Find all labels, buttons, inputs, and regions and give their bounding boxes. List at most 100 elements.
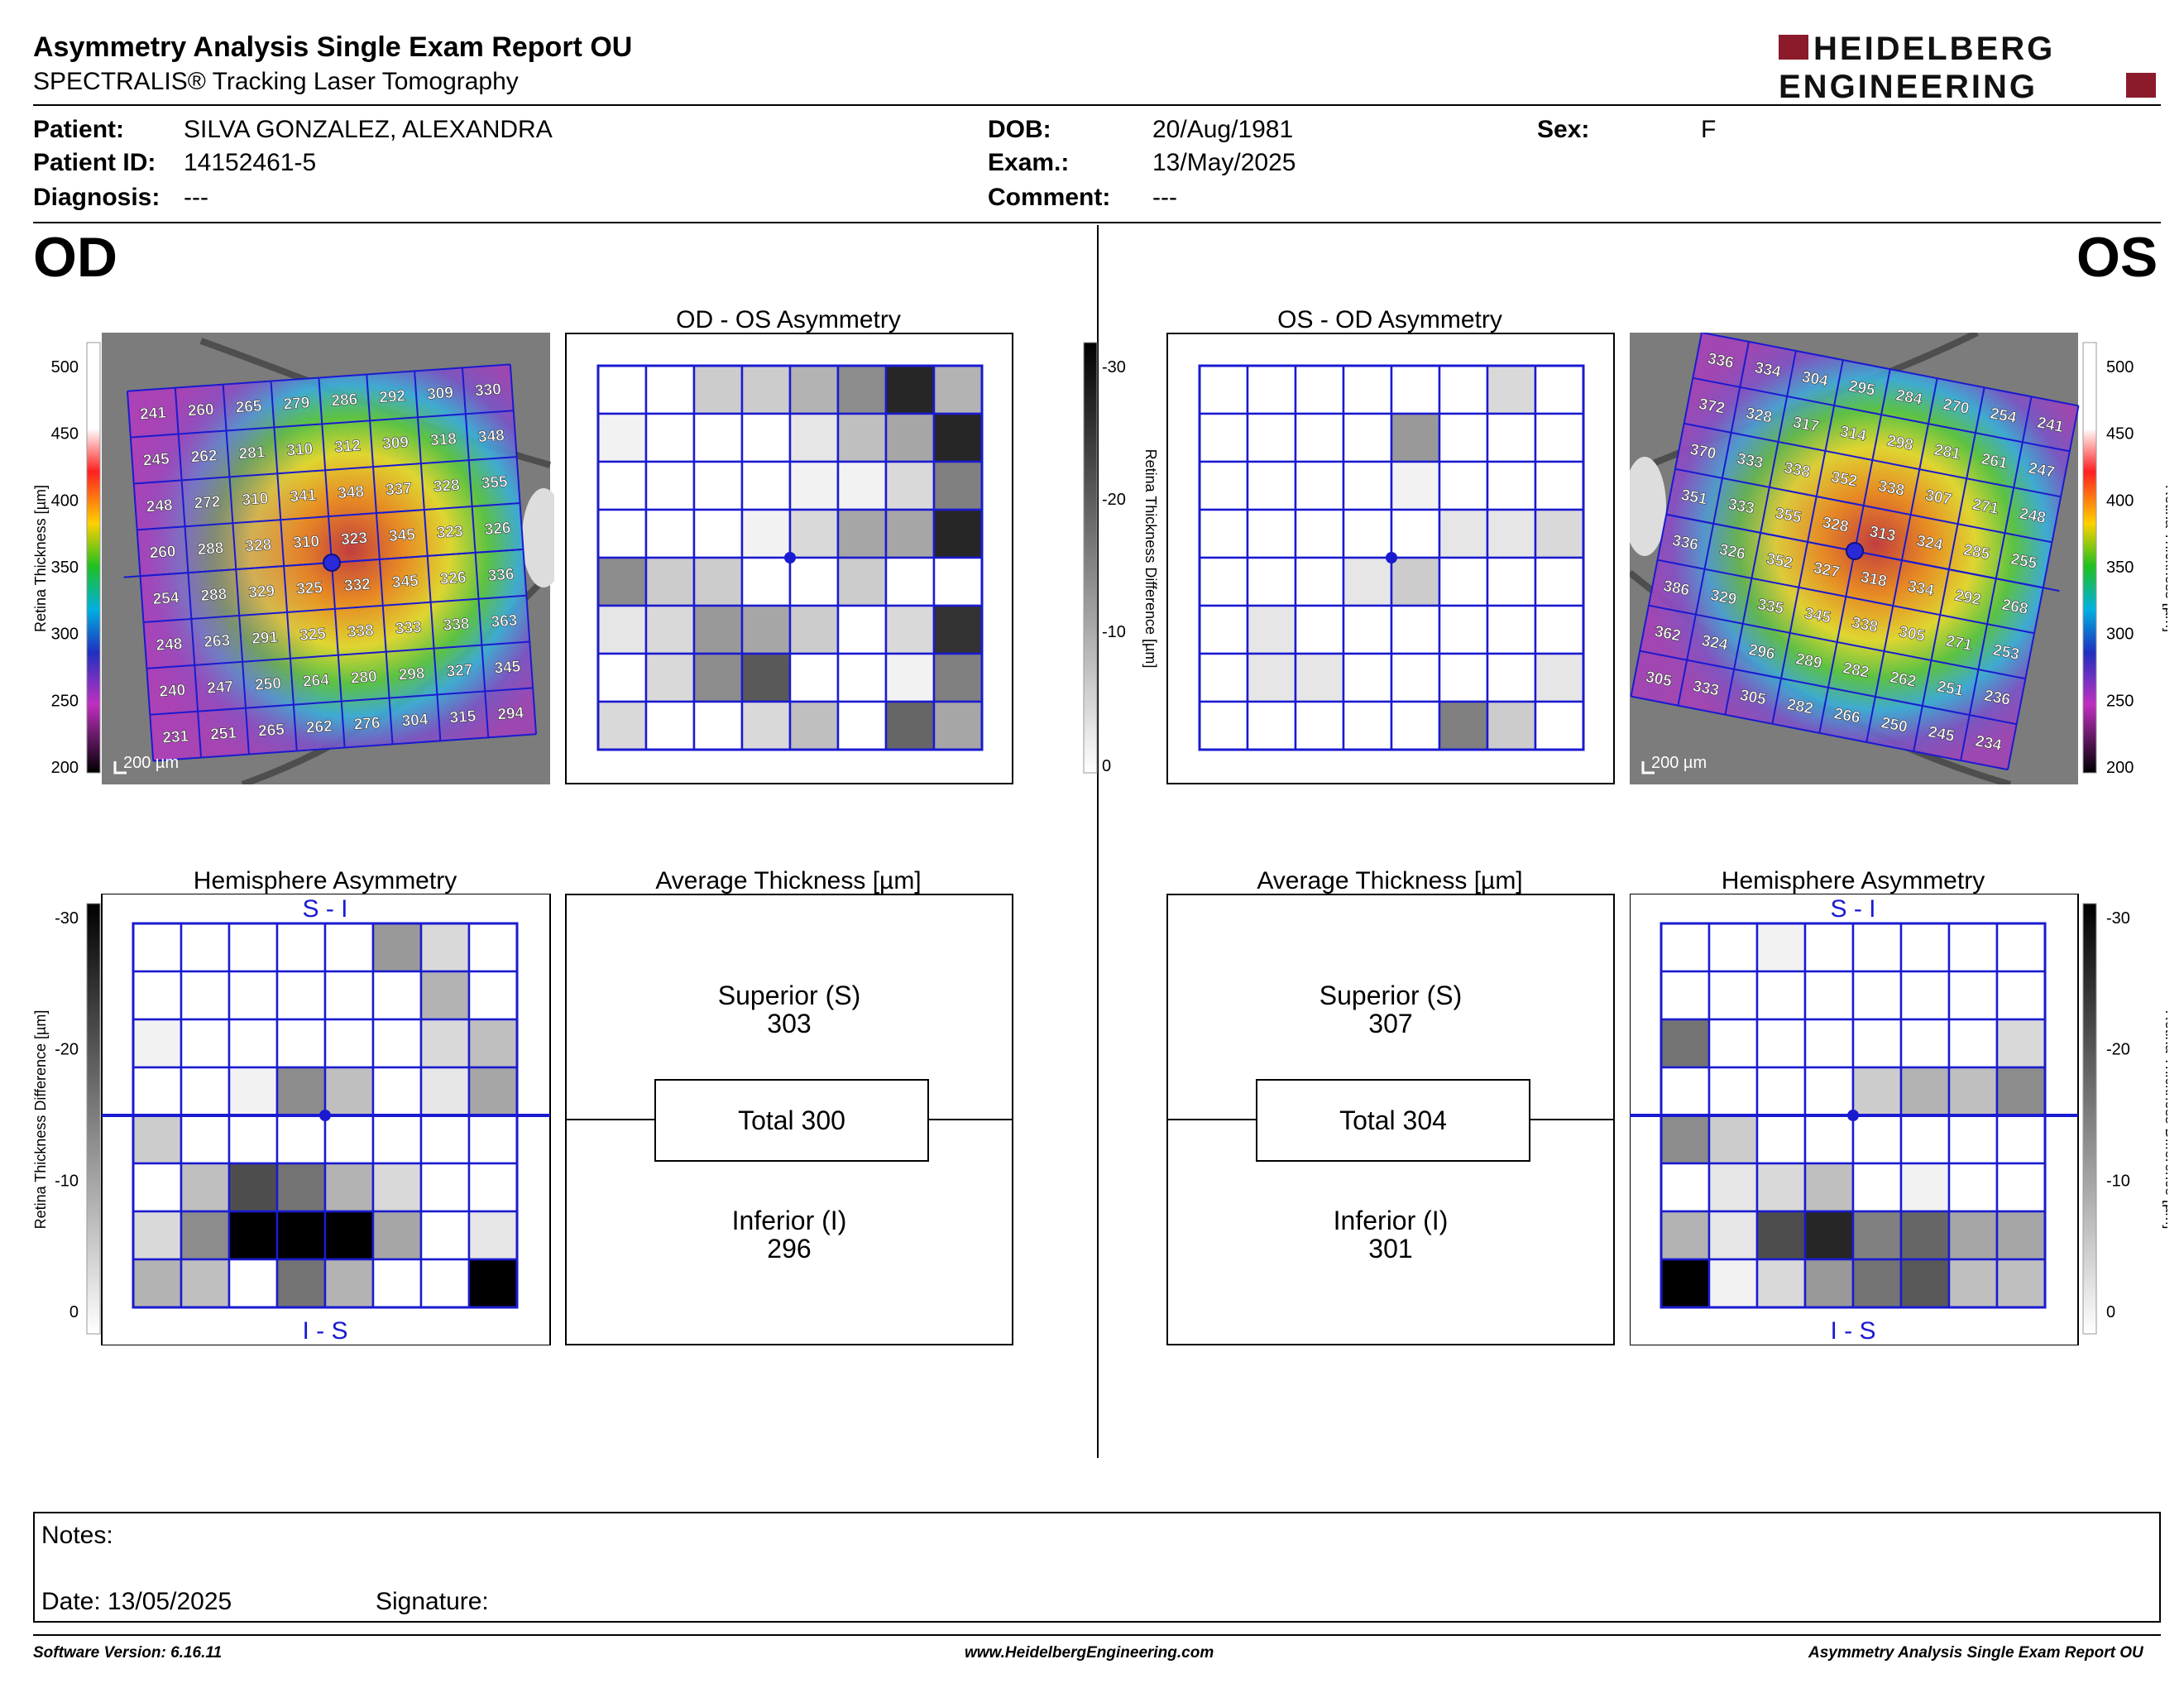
thickness-value: 304 — [401, 711, 429, 730]
od-superior-label: Superior (S) — [717, 981, 861, 1010]
asym-cell — [1534, 604, 1585, 655]
thickness-value: 250 — [255, 675, 282, 694]
hemi-cell — [228, 1018, 279, 1069]
asym-cell — [644, 508, 696, 559]
diff-scale-tick: -10 — [55, 1172, 79, 1190]
hemi-cell — [132, 1258, 183, 1309]
diff-scale-bar — [86, 903, 101, 1335]
thickness-value: 362 — [1653, 623, 1682, 645]
hemi-cell — [275, 1114, 327, 1165]
asym-cell — [884, 604, 936, 655]
hemi-cell — [1707, 1066, 1759, 1117]
asym-cell — [884, 556, 936, 607]
thickness-value: 241 — [2036, 414, 2066, 436]
hemi-cell — [275, 1162, 327, 1213]
thickness-value: 309 — [382, 434, 410, 453]
diff-scale-title: Retina Thickness Difference [µm] — [1142, 449, 1159, 669]
thickness-value: 341 — [290, 487, 318, 506]
thickness-value: 312 — [334, 437, 362, 456]
hemi-cell — [1755, 922, 1807, 973]
asym-cell — [596, 412, 648, 463]
os-avg-panel: Superior (S) 307 Total 304 Inferior (I) … — [1166, 894, 1615, 1345]
asym-cell — [1438, 508, 1489, 559]
od-inferior-label: Inferior (I) — [731, 1206, 847, 1235]
diff-scale-tick: -10 — [2106, 1172, 2130, 1190]
thickness-value: 296 — [1747, 641, 1776, 664]
thickness-scale-tick: 200 — [51, 759, 79, 777]
hemi-cell — [275, 1066, 327, 1117]
thickness-value: 272 — [194, 493, 221, 512]
notes-box[interactable]: Notes: Date: 13/05/2025 Signature: — [33, 1512, 2161, 1623]
hemi-cell — [1803, 1258, 1855, 1309]
thickness-value: 286 — [331, 391, 358, 410]
hemi-cell — [1660, 1114, 1711, 1165]
od-avg-panel: Superior (S) 303 Total 300 Inferior (I) … — [565, 894, 1013, 1345]
hemi-cell — [1899, 922, 1951, 973]
thickness-value: 310 — [242, 490, 269, 509]
asym-cell — [884, 364, 936, 415]
thickness-value: 288 — [197, 539, 224, 559]
thickness-scale-bar — [86, 342, 101, 774]
thickness-value: 260 — [149, 543, 176, 562]
hemi-cell — [1803, 1114, 1855, 1165]
asym-cell — [932, 508, 984, 559]
hemi-cell — [419, 1210, 471, 1261]
hemi-cell — [1851, 970, 1903, 1021]
asym-cell — [1486, 364, 1537, 415]
hemi-cell — [1899, 1162, 1951, 1213]
thickness-value: 370 — [1688, 441, 1717, 463]
hemi-cell — [467, 1018, 519, 1069]
hemi-cell — [419, 1114, 471, 1165]
thickness-value: 260 — [187, 401, 214, 420]
hemi-cell — [1660, 1162, 1711, 1213]
hemi-cell — [1947, 1210, 1999, 1261]
asym-grid-border — [596, 364, 984, 751]
od-thickness-map-panel: 241 260 265 279 286 292 309 330 245 262 281 310 312 3… — [17, 333, 565, 788]
asym-cell — [692, 556, 744, 607]
od-avg-title: Average Thickness [µm] — [655, 867, 922, 894]
thickness-value: 336 — [1706, 350, 1735, 372]
hemi-cell — [1803, 1210, 1855, 1261]
asym-cell — [692, 652, 744, 703]
asym-cell — [740, 652, 792, 703]
asym-cell — [1390, 604, 1441, 655]
asym-cell — [932, 652, 984, 703]
hemi-cell — [1660, 1018, 1711, 1069]
diff-scale-tick: -20 — [2106, 1041, 2130, 1059]
website-link[interactable]: www.HeidelbergEngineering.com — [965, 1644, 1214, 1662]
grid-line — [146, 640, 530, 669]
asym-cell — [1246, 604, 1297, 655]
scale-bar-icon — [113, 761, 127, 774]
asym-cell — [1390, 460, 1441, 511]
thickness-scale-tick: 250 — [51, 692, 79, 710]
asym-cell — [1534, 412, 1585, 463]
hemi-cell — [132, 1066, 183, 1117]
hemi-cell — [228, 970, 279, 1021]
asym-cell — [1246, 460, 1297, 511]
hemi-cell — [419, 1018, 471, 1069]
thickness-value: 336 — [487, 566, 515, 585]
asym-cell — [1198, 700, 1249, 751]
thickness-value: 254 — [1989, 405, 2019, 427]
od-total-box: Total 300 — [654, 1079, 929, 1162]
thickness-scale-tick: 350 — [2106, 559, 2134, 577]
diff-scale-title: Retina Thickness Difference [µm] — [2162, 1010, 2167, 1230]
dob-value: 20/Aug/1981 — [1152, 116, 1294, 143]
hemi-cell — [132, 1018, 183, 1069]
hemi-cell — [419, 1162, 471, 1213]
thickness-value: 348 — [477, 427, 505, 446]
diff-scale-tick: -30 — [1102, 358, 1126, 376]
thickness-value: 262 — [190, 447, 218, 466]
hemi-cell — [180, 1018, 231, 1069]
asym-cell — [1294, 412, 1345, 463]
hemi-cell — [1899, 1258, 1951, 1309]
hemi-cell — [275, 1018, 327, 1069]
os-total-box: Total 304 — [1256, 1079, 1530, 1162]
asym-cell — [1294, 364, 1345, 415]
asym-cell — [788, 364, 840, 415]
hemi-cell — [1707, 970, 1759, 1021]
diff-scale-title: Retina Thickness Difference [µm] — [32, 1010, 49, 1230]
hemi-cell — [228, 1162, 279, 1213]
asym-cell — [1390, 508, 1441, 559]
